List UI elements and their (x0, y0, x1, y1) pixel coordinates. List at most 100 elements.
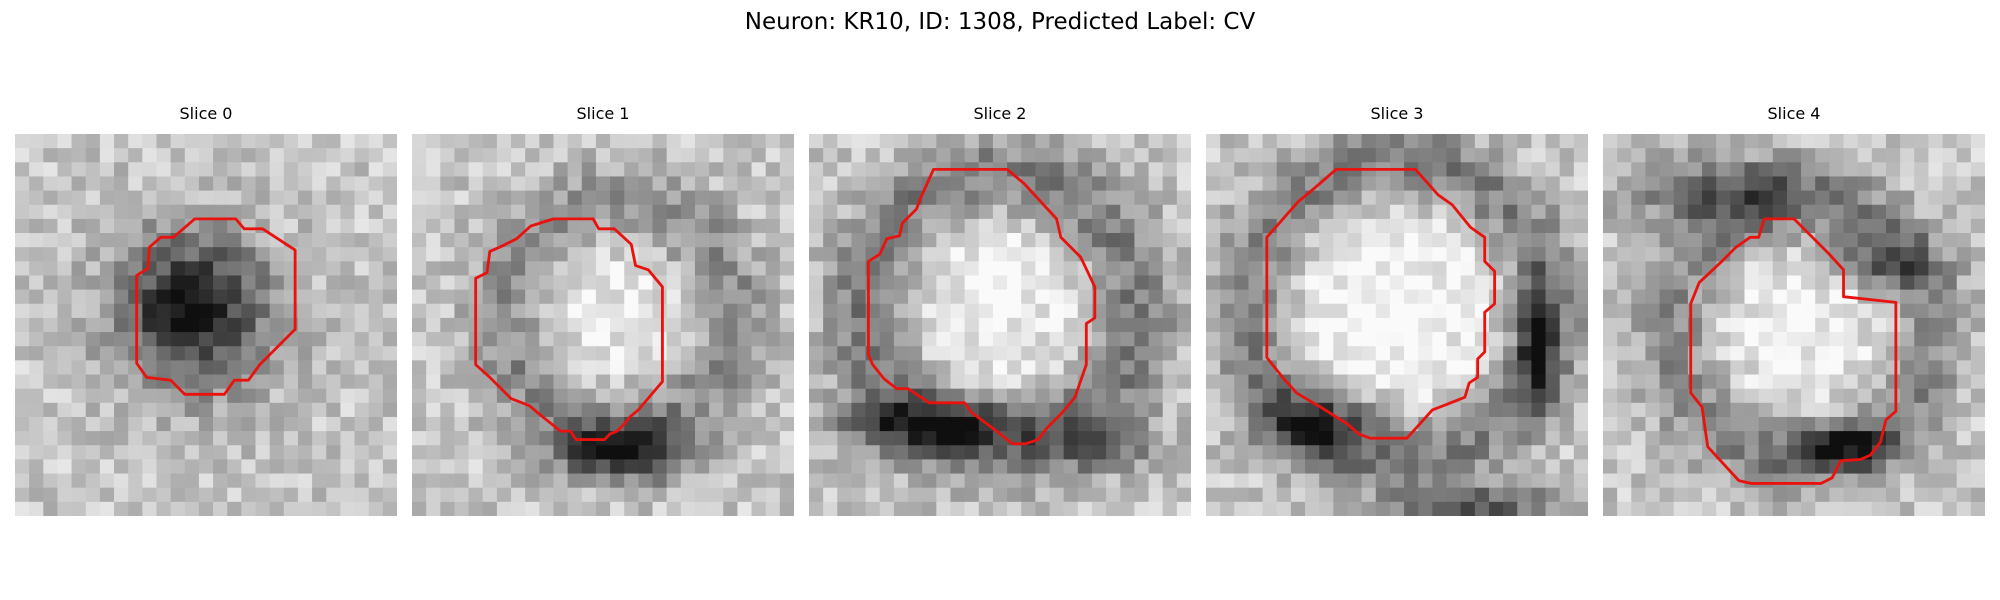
pixel (1673, 487, 1689, 503)
pixel (1503, 289, 1518, 305)
pixel (1474, 218, 1490, 234)
pixel (1815, 402, 1830, 418)
pixel (709, 233, 724, 248)
pixel (1772, 445, 1788, 460)
pixel (666, 247, 682, 262)
pixel (312, 374, 327, 390)
pixel (99, 416, 115, 432)
pixel (1716, 317, 1731, 333)
pixel (1617, 374, 1632, 390)
pixel (680, 374, 696, 390)
pixel (525, 445, 540, 460)
pixel (1248, 346, 1264, 361)
pixel (1956, 289, 1972, 305)
pixel (1234, 346, 1250, 361)
pixel (992, 176, 1008, 192)
pixel (709, 459, 724, 475)
pixel (1786, 162, 1802, 178)
pixel (1786, 374, 1802, 390)
pixel (1885, 233, 1901, 248)
pixel (581, 346, 597, 361)
pixel (922, 233, 937, 248)
pixel (1305, 303, 1320, 319)
pixel (908, 261, 923, 277)
pixel (1375, 233, 1391, 248)
pixel (1857, 176, 1873, 192)
pixel (412, 218, 427, 234)
pixel (1333, 261, 1349, 277)
pixel (1559, 176, 1575, 192)
pixel (1659, 162, 1675, 178)
pixel (269, 261, 285, 277)
pixel (1702, 346, 1717, 361)
pixel (1815, 162, 1830, 178)
pixel (823, 346, 838, 361)
pixel (893, 289, 909, 305)
pixel (908, 162, 923, 178)
pixel (978, 388, 994, 404)
pixel (71, 247, 87, 262)
pixel (1176, 275, 1191, 291)
pixel (1786, 261, 1802, 277)
pixel (114, 148, 129, 163)
pixel (1077, 218, 1093, 234)
pixel (666, 459, 682, 475)
pixel (567, 261, 583, 277)
pixel (1645, 233, 1661, 248)
pixel (255, 501, 271, 516)
pixel (1914, 204, 1929, 220)
pixel (1900, 317, 1915, 333)
pixel (1248, 473, 1264, 489)
pixel (454, 431, 470, 446)
pixel (1573, 247, 1588, 262)
pixel (1928, 473, 1944, 489)
pixel (666, 275, 682, 291)
pixel (297, 473, 313, 489)
pixel (198, 247, 214, 262)
pixel (1432, 360, 1448, 376)
pixel (809, 332, 824, 347)
pixel (1843, 247, 1859, 262)
pixel (950, 261, 966, 277)
pixel (1347, 388, 1363, 404)
pixel (412, 416, 427, 432)
pixel (1673, 501, 1689, 516)
pixel (15, 317, 30, 333)
pixel (1333, 233, 1349, 248)
pixel (241, 317, 257, 333)
pixel (694, 162, 710, 178)
pixel (694, 416, 710, 432)
pixel (29, 303, 44, 319)
pixel (1815, 445, 1830, 460)
pixel (765, 431, 781, 446)
pixel (1290, 303, 1306, 319)
pixel (964, 247, 980, 262)
pixel (312, 501, 327, 516)
pixel (809, 416, 824, 432)
pixel (595, 445, 611, 460)
pixel (950, 289, 966, 305)
pixel (1744, 204, 1760, 220)
slice-image-4 (1603, 134, 1985, 516)
pixel (1220, 176, 1235, 192)
pixel (1503, 431, 1518, 446)
pixel (1063, 204, 1079, 220)
pixel (1248, 388, 1264, 404)
pixel (1730, 134, 1746, 149)
pixel (198, 346, 214, 361)
pixel (581, 303, 597, 319)
pixel (1617, 233, 1632, 248)
pixel (1942, 360, 1958, 376)
pixel (99, 275, 115, 291)
pixel (1220, 431, 1235, 446)
pixel (1603, 416, 1618, 432)
pixel (809, 431, 824, 446)
pixel (454, 416, 470, 432)
pixel (1843, 176, 1859, 192)
pixel (340, 402, 356, 418)
pixel (1007, 416, 1022, 432)
pixel (312, 148, 327, 163)
pixel (1942, 445, 1958, 460)
pixel (1106, 402, 1121, 418)
pixel (1970, 416, 1985, 432)
